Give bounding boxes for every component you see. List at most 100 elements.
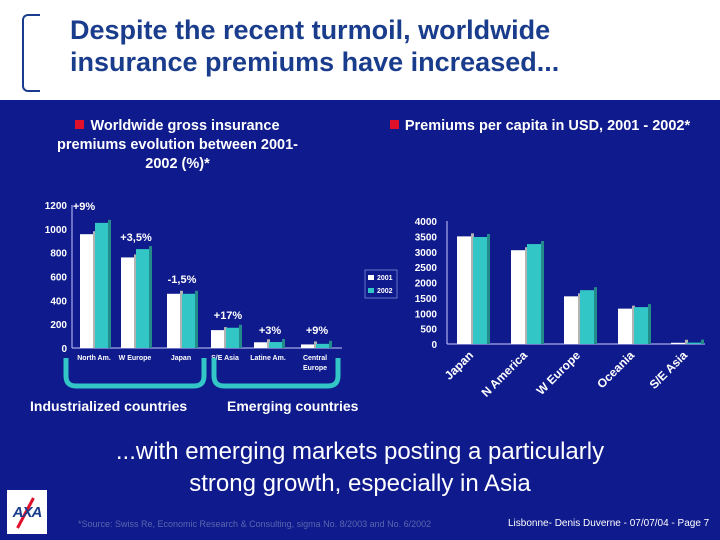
title-area: Despite the recent turmoil, worldwide in…	[0, 0, 720, 100]
right-bar-2001	[457, 236, 471, 344]
industrialized-label: Industrialized countries	[30, 398, 188, 414]
right-y-tick-label: 2500	[415, 263, 438, 274]
left-bar-2001-side	[314, 341, 317, 348]
right-bar-2001-side	[632, 305, 635, 344]
industrialized-group-bracket	[63, 358, 207, 389]
left-y-tick-label: 1200	[45, 201, 68, 212]
legend-label-2001: 2001	[377, 275, 393, 282]
page-info: Lisbonne- Denis Duverne - 07/07/04 - Pag…	[508, 518, 710, 529]
right-bar-2001	[671, 342, 685, 344]
left-x-tick-label: Latine Am.	[250, 355, 286, 362]
left-growth-annotation: +3%	[259, 325, 282, 337]
left-y-tick-label: 200	[50, 320, 67, 331]
left-bar-2001-side	[134, 254, 137, 348]
left-bar-2002-side	[329, 340, 332, 348]
right-x-tick-label: Oceania	[594, 348, 637, 391]
right-bar-2002-side	[701, 339, 704, 344]
left-chart-header: Worldwide gross insurance premiums evolu…	[40, 117, 315, 174]
right-y-tick-label: 3500	[415, 232, 438, 243]
left-bar-2002	[226, 327, 239, 348]
legend-swatch-2001	[368, 275, 374, 280]
left-growth-annotation: +17%	[214, 310, 243, 322]
right-bar-2002-side	[594, 287, 597, 344]
right-bar-2002	[634, 307, 648, 344]
right-y-tick-label: 0	[431, 340, 437, 351]
left-bar-2001-side	[267, 339, 270, 348]
title-bracket	[22, 14, 40, 92]
right-bar-2001-side	[471, 233, 474, 344]
left-bar-2001-side	[224, 327, 227, 348]
right-y-tick-label: 3000	[415, 248, 438, 259]
right-bar-2002	[687, 342, 701, 344]
right-bar-2001	[564, 296, 578, 344]
right-chart-header-text: Premiums per capita in USD, 2001 - 2002*	[404, 118, 691, 134]
left-bar-2002	[316, 343, 329, 348]
left-y-tick-label: 800	[50, 249, 67, 260]
emerging-group-bracket	[211, 358, 341, 389]
left-x-tick-label: S/E Asia	[211, 355, 239, 362]
right-bar-2002	[473, 236, 487, 344]
left-bar-2001-side	[93, 231, 96, 348]
left-x-tick-label: Japan	[171, 355, 191, 362]
left-growth-annotation: -1,5%	[168, 274, 197, 286]
right-y-tick-label: 1000	[415, 309, 438, 320]
left-y-tick-label: 600	[50, 273, 67, 284]
right-bar-2002-side	[541, 241, 544, 344]
axa-logo: AXA	[6, 489, 48, 535]
left-growth-annotation: +3,5%	[120, 232, 152, 244]
left-bar-2001	[167, 293, 180, 348]
right-bar-2001-side	[685, 339, 688, 344]
content-panel	[0, 100, 720, 540]
left-bar-2002-side	[282, 339, 285, 348]
left-bar-2001	[80, 234, 93, 348]
right-bar-2001-side	[525, 247, 528, 344]
left-bar-2001	[301, 344, 314, 348]
left-bar-2002-side	[239, 324, 242, 348]
slide-title: Despite the recent turmoil, worldwide in…	[70, 15, 560, 77]
left-growth-annotation: +9%	[306, 325, 329, 337]
bullet-square-icon	[389, 120, 399, 129]
right-x-tick-label: Japan	[442, 348, 476, 382]
right-x-tick-label: N America	[479, 348, 531, 400]
left-x-tick-label: W Europe	[119, 355, 152, 362]
left-bar-2002-side	[195, 290, 198, 348]
legend-label-2002: 2002	[377, 288, 393, 295]
right-bar-2002	[527, 244, 541, 344]
tagline: ...with emerging markets posting a parti…	[115, 438, 605, 497]
right-y-tick-label: 1500	[415, 294, 438, 305]
right-bar-2001-side	[578, 293, 581, 344]
left-bar-2001-side	[180, 290, 183, 348]
right-chart-header: Premiums per capita in USD, 2001 - 2002*	[375, 117, 705, 136]
left-y-tick-label: 400	[50, 296, 67, 307]
right-y-tick-label: 2000	[415, 279, 438, 290]
left-y-tick-label: 1000	[45, 225, 68, 236]
left-legend-box	[364, 269, 398, 299]
right-bar-2001	[511, 250, 525, 344]
left-bar-2002	[95, 222, 108, 348]
left-x-tick-label: Central	[303, 355, 327, 362]
left-x-tick-label: North Am.	[77, 355, 111, 362]
left-bar-2002	[182, 293, 195, 348]
right-y-tick-label: 500	[420, 325, 437, 336]
left-bar-2001	[254, 342, 267, 348]
left-x-tick-label: Europe	[303, 365, 327, 372]
right-bar-2002-side	[648, 304, 651, 344]
left-growth-annotation: +9%	[73, 201, 96, 213]
left-chart-header-text: Worldwide gross insurance premiums evolu…	[57, 118, 298, 172]
bullet-square-icon	[75, 120, 85, 129]
right-bar-2001	[618, 308, 632, 344]
left-bar-2002	[269, 342, 282, 348]
left-bar-2002-side	[149, 246, 152, 348]
right-y-tick-label: 4000	[415, 217, 438, 228]
right-x-tick-label: S/E Asia	[647, 348, 691, 392]
left-bar-2001	[211, 330, 224, 348]
left-bar-2001	[121, 257, 134, 348]
left-bar-2002-side	[108, 219, 111, 348]
source-footnote: *Source: Swiss Re, Economic Research & C…	[78, 519, 432, 529]
axa-logo-text: AXA	[12, 504, 43, 521]
right-bar-2002-side	[487, 233, 490, 344]
left-bar-2002	[136, 249, 149, 348]
right-bar-2002	[580, 290, 594, 344]
legend-swatch-2002	[368, 288, 374, 293]
